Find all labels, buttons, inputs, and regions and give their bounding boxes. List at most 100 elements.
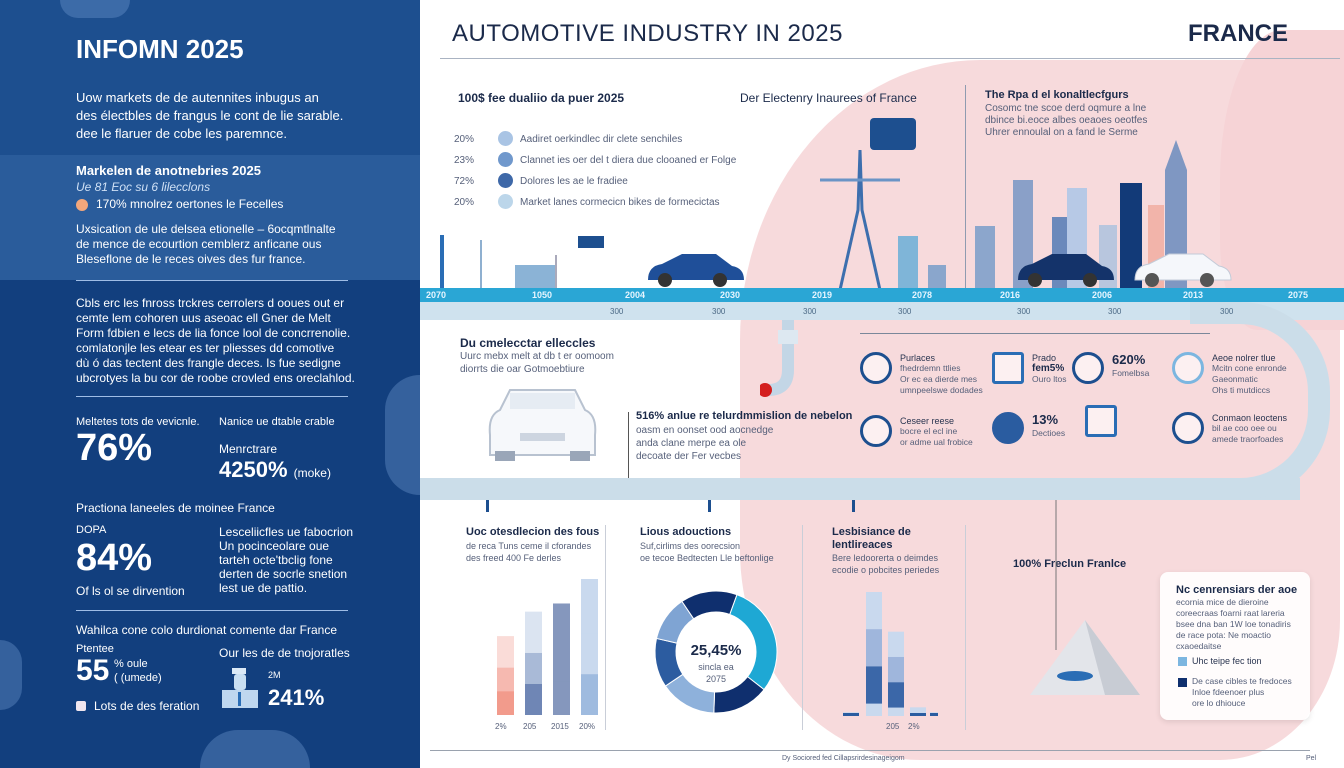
chart-subtitle: oe tecoe Bedtecten Lle beftonlige [640, 553, 774, 563]
electric-section-title: Du cmelecctar elleccles [460, 336, 596, 350]
bar-label: 2015 [551, 722, 569, 731]
location-pin-icon [860, 415, 892, 447]
feature-title: Aeoe nolrer tlue [1212, 353, 1276, 363]
timeline-year: 2013 [1183, 290, 1204, 300]
section-line: Uurc mebx melt at db t er oomoom [460, 351, 614, 362]
feature-title: Prado [1032, 353, 1057, 363]
legend-dot-icon [498, 194, 513, 209]
column-divider [802, 525, 803, 730]
bar-segment [888, 682, 904, 708]
chart-subtitle: Suf,cirlims des oorecsion [640, 541, 741, 551]
timeline-value: 300 [898, 307, 912, 316]
timeline-year: 2075 [1288, 290, 1309, 300]
map-block-line: Cosomc tne scoe derd oqmure a lne [985, 103, 1147, 114]
divider [76, 610, 348, 611]
timeline-value: 300 [610, 307, 624, 316]
para-line: dù ó das tectent des frangle deces. Is f… [76, 356, 341, 370]
feature-line: Ohs ti mutdiccs [1212, 385, 1271, 395]
chart-subtitle: Bere ledoorerta o deimdes [832, 553, 939, 563]
feature-line: fhedrdemn ttlies [900, 363, 961, 373]
timeline-bar [420, 288, 1344, 302]
connector-line [860, 333, 1210, 334]
white-car-icon [1134, 253, 1232, 287]
callout-line [628, 412, 629, 478]
feature-line: or adme ual frobice [900, 437, 973, 447]
timeline-value: 300 [1108, 307, 1122, 316]
road-marker [708, 500, 711, 512]
callout-title: 516% anlue re telurdmmislion de nebelon [636, 410, 853, 422]
donut-center-sub: sincla ea [698, 662, 734, 672]
pyramid-illustration [1030, 500, 1140, 695]
legend-pct: 72% [454, 176, 475, 187]
bar-segment [497, 691, 514, 715]
people-icon [1072, 352, 1104, 384]
stat-value: 4250% [219, 457, 288, 482]
stat-note: ( (umede) [114, 672, 162, 684]
info-line: ecornia mice de dieroine [1176, 597, 1269, 607]
legend-dot-icon [498, 131, 513, 146]
document-icon [992, 352, 1024, 384]
para-line: Bleseflone de le reces oives des fur fra… [76, 252, 306, 266]
donut-center-value: 25,45% [690, 642, 742, 659]
bar-segment [866, 629, 882, 667]
legend-line: ore lo dhiouce [1192, 698, 1246, 708]
road [420, 478, 1300, 500]
chart-title: Lesbisiance de [832, 526, 911, 538]
info-line: cxaoedaitse [1176, 641, 1222, 651]
callout-line-text: oasm en oonset ood aocnedge [636, 425, 774, 436]
callout-line-text: decoate der Fer vecbes [636, 451, 742, 462]
legend-label: Clannet ies oer del t diera due clooaned… [520, 155, 737, 166]
bar-label: 2% [908, 722, 920, 731]
chart-subtitle: ecodie o pobcites periedes [832, 565, 940, 575]
gauge-icon [860, 352, 892, 384]
legend-swatch [1178, 678, 1187, 687]
legend-pct: 23% [454, 155, 475, 166]
bar-label: 2% [495, 722, 507, 731]
timeline-year: 2004 [625, 290, 646, 300]
legend-swatch [1178, 657, 1187, 666]
column-divider [965, 525, 966, 730]
bar-segment [581, 674, 598, 715]
para-line: ubcrotyes la bu cor de roobe crovled ens… [76, 371, 355, 385]
para-line: Uxsication de ule delsea etionelle – 6oc… [76, 222, 336, 236]
column-divider [605, 525, 606, 730]
feature-line: Dectioes [1032, 428, 1066, 438]
stat-sub: DOPA [76, 524, 107, 536]
city-skyline-illustration [440, 140, 1232, 290]
decor-circle [60, 0, 130, 18]
orange-dot-icon [76, 198, 88, 211]
bar-label: 205 [886, 722, 900, 731]
info-line: bsee dna ban 1W loe tonadiris [1176, 619, 1291, 629]
timeline-year: 1050 [532, 290, 553, 300]
stat-value: 84% [76, 537, 153, 579]
computer-icon [1085, 405, 1117, 437]
monument-icon [222, 668, 258, 708]
stat-value: 55 [76, 654, 110, 687]
stat-text-line: tarteh octe'tbclig fone [219, 553, 333, 567]
info-line: coreecraas foarni raat lareria [1176, 608, 1285, 618]
donut-segment [681, 590, 738, 620]
left-market-band [0, 155, 420, 280]
para-line: comlatonjle les etear es ter pliesses dd… [76, 341, 335, 355]
legend-title: 100$ fee dualiio da puer 2025 [458, 91, 625, 105]
bar-segment [525, 683, 542, 715]
white-car-front-icon [488, 389, 597, 461]
road-marker [852, 500, 855, 512]
feature-line: Or ec ea dierde mes [900, 374, 978, 384]
blue-car-icon [648, 254, 744, 287]
para-line: de mence de ecourtion cemblerz anficane … [76, 237, 322, 251]
divider [76, 280, 348, 281]
charging-plug-icon [760, 320, 798, 397]
para-line: Cbls erc les fnross trckres cerrolers d … [76, 296, 345, 310]
stat-text-line: lest ue de pattio. [219, 581, 308, 595]
bar-segment [866, 666, 882, 704]
checkbox[interactable] [76, 701, 86, 711]
decor-circle [0, 640, 22, 710]
bar-segment [553, 681, 570, 715]
feature-value: 620% [1112, 352, 1146, 367]
info-box: Nc cenrensiars der aoe ecornia mice de d… [1160, 572, 1310, 720]
chart-title: lentlireaces [832, 539, 893, 551]
chat-bubble-icon [870, 118, 916, 150]
legend-dot-icon [498, 173, 513, 188]
stat-text-line: Lesceliicfles ue fabocrion [219, 525, 354, 539]
